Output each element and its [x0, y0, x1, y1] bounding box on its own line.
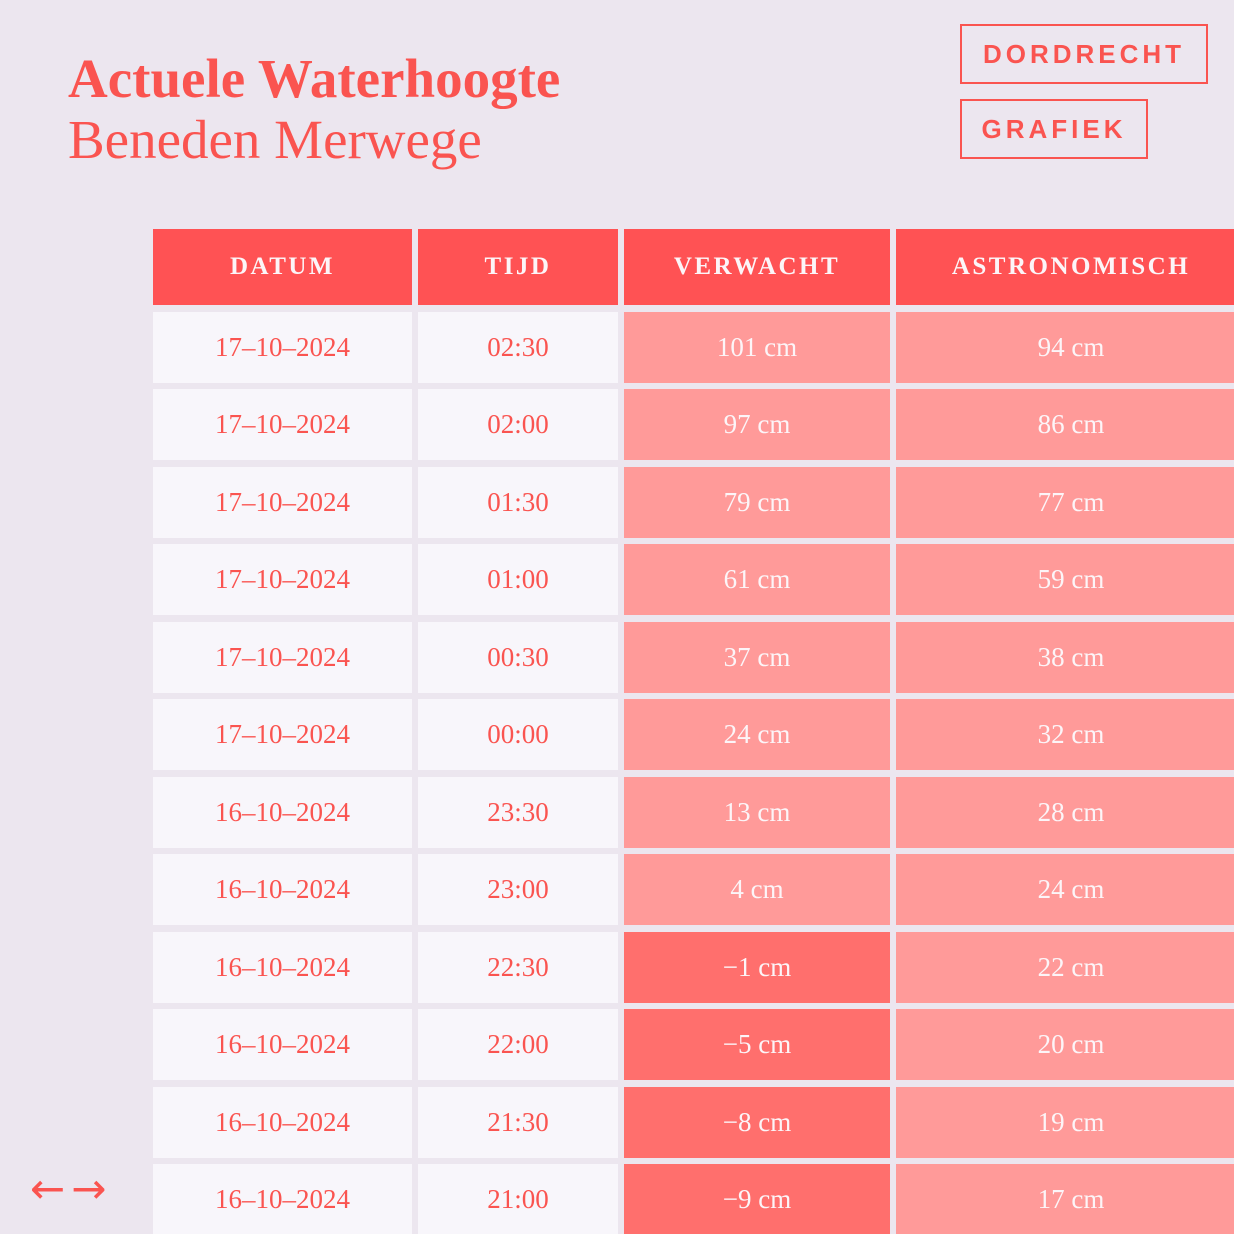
verwacht-cell: 4 cm	[624, 854, 890, 925]
datum-cell: 17–10–2024	[153, 544, 412, 615]
verwacht-cell: 37 cm	[624, 621, 890, 693]
tijd-cell: 23:00	[418, 854, 618, 925]
astronomisch-cell: 38 cm	[896, 621, 1234, 693]
astronomisch-cell: 24 cm	[896, 854, 1234, 925]
tijd-cell: 21:30	[418, 1086, 618, 1158]
astronomisch-cell: 17 cm	[896, 1164, 1234, 1234]
datum-cell: 16–10–2024	[153, 1164, 412, 1234]
dordrecht-button[interactable]: DORDRECHT	[960, 24, 1208, 84]
datum-cell: 16–10–2024	[153, 931, 412, 1003]
astronomisch-cell: 19 cm	[896, 1086, 1234, 1158]
tijd-cell: 22:30	[418, 931, 618, 1003]
column-header-datum: DATUM	[153, 229, 412, 305]
verwacht-cell: −1 cm	[624, 931, 890, 1003]
tijd-cell: 02:30	[418, 311, 618, 383]
tijd-cell: 23:30	[418, 776, 618, 848]
column-header-verwacht: VERWACHT	[624, 229, 890, 305]
verwacht-cell: −8 cm	[624, 1086, 890, 1158]
verwacht-cell: 79 cm	[624, 466, 890, 538]
tijd-cell: 01:00	[418, 544, 618, 615]
water-table: DATUM TIJD VERWACHT ASTRONOMISCH 17–10–2…	[153, 229, 1234, 1234]
tijd-cell: 02:00	[418, 389, 618, 460]
tijd-cell: 00:00	[418, 699, 618, 770]
datum-cell: 17–10–2024	[153, 621, 412, 693]
page-title: Actuele Waterhoogte Beneden Merwege	[68, 48, 560, 170]
datum-cell: 16–10–2024	[153, 1086, 412, 1158]
tijd-cell: 01:30	[418, 466, 618, 538]
page-title-line2: Beneden Merwege	[68, 109, 482, 170]
column-header-tijd: TIJD	[418, 229, 618, 305]
column-header-astronomisch: ASTRONOMISCH	[896, 229, 1234, 305]
tijd-cell: 00:30	[418, 621, 618, 693]
page-title-line1: Actuele Waterhoogte	[68, 48, 561, 109]
verwacht-cell: 24 cm	[624, 699, 890, 770]
verwacht-cell: −9 cm	[624, 1164, 890, 1234]
prev-page-arrow-icon[interactable]: ←	[30, 1164, 66, 1213]
astronomisch-cell: 32 cm	[896, 699, 1234, 770]
astronomisch-cell: 86 cm	[896, 389, 1234, 460]
datum-cell: 16–10–2024	[153, 854, 412, 925]
astronomisch-cell: 94 cm	[896, 311, 1234, 383]
datum-cell: 17–10–2024	[153, 699, 412, 770]
datum-cell: 16–10–2024	[153, 776, 412, 848]
datum-cell: 16–10–2024	[153, 1009, 412, 1080]
datum-cell: 17–10–2024	[153, 466, 412, 538]
astronomisch-cell: 59 cm	[896, 544, 1234, 615]
datum-cell: 17–10–2024	[153, 311, 412, 383]
next-page-arrow-icon[interactable]: →	[71, 1164, 107, 1213]
astronomisch-cell: 20 cm	[896, 1009, 1234, 1080]
astronomisch-cell: 28 cm	[896, 776, 1234, 848]
astronomisch-cell: 22 cm	[896, 931, 1234, 1003]
pagination: ← →	[30, 1168, 106, 1210]
tijd-cell: 22:00	[418, 1009, 618, 1080]
datum-cell: 17–10–2024	[153, 389, 412, 460]
tijd-cell: 21:00	[418, 1164, 618, 1234]
verwacht-cell: 61 cm	[624, 544, 890, 615]
grafiek-button[interactable]: GRAFIEK	[960, 99, 1148, 159]
verwacht-cell: −5 cm	[624, 1009, 890, 1080]
verwacht-cell: 101 cm	[624, 311, 890, 383]
astronomisch-cell: 77 cm	[896, 466, 1234, 538]
verwacht-cell: 97 cm	[624, 389, 890, 460]
verwacht-cell: 13 cm	[624, 776, 890, 848]
